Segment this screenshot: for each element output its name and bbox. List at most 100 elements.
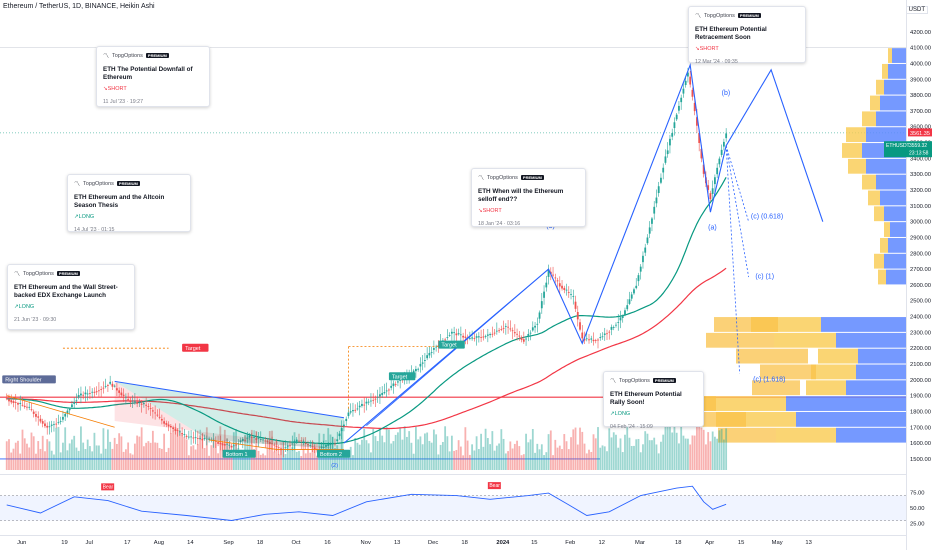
volume-bar xyxy=(280,447,282,470)
candle-body xyxy=(644,247,647,253)
volume-bar xyxy=(475,436,478,470)
volume-bar xyxy=(356,442,359,470)
volume-bar xyxy=(10,452,13,470)
volume-bar xyxy=(462,455,465,470)
long-arrow-icon: ↗ xyxy=(610,411,615,417)
volume-bar xyxy=(673,420,676,470)
volume-bar xyxy=(266,439,269,470)
candle-body xyxy=(320,446,323,449)
volume-bar xyxy=(561,449,563,470)
candle-body xyxy=(390,385,393,388)
volume-bar xyxy=(628,437,631,470)
volume-bar xyxy=(302,437,305,470)
x-tick-label: May xyxy=(772,540,783,546)
bear-tag-box xyxy=(101,483,115,491)
oscillator-tick: 25.00 xyxy=(910,522,925,528)
volume-bar xyxy=(592,434,595,470)
volume-bar xyxy=(241,451,244,470)
volume-bar xyxy=(14,442,17,470)
idea-card[interactable]: 〽 TopgOptions PREMIUM ETH Ethereum and the… xyxy=(67,174,191,233)
volume-bar xyxy=(684,438,687,470)
pattern-tag-box xyxy=(182,343,209,352)
volume-bar xyxy=(390,443,393,470)
candle-body xyxy=(104,385,107,387)
candle-body xyxy=(716,167,719,175)
volume-profile-bar xyxy=(786,396,906,411)
volume-bar xyxy=(428,440,431,470)
candle-body xyxy=(84,392,87,395)
volume-bar xyxy=(165,452,168,470)
currency-label[interactable]: USDT xyxy=(905,6,928,14)
candle-body xyxy=(68,408,71,411)
premium-badge: PREMIUM xyxy=(652,378,676,383)
candle-body xyxy=(594,340,597,341)
volume-profile-bar xyxy=(876,174,906,190)
candle-body xyxy=(284,447,287,449)
candle-body xyxy=(21,404,24,406)
elliott-wave-line xyxy=(343,62,824,444)
candle-body xyxy=(232,445,235,447)
candle-body xyxy=(662,167,665,173)
idea-card[interactable]: 〽 TopgOptions PREMIUM ETH Ethereum Potenti… xyxy=(688,6,806,65)
candle-body xyxy=(174,428,177,431)
candle-body xyxy=(547,269,550,277)
trendline xyxy=(6,395,115,428)
volume-bar xyxy=(50,450,53,470)
volume-bar xyxy=(696,416,698,470)
volume-bar xyxy=(457,440,460,470)
volume-bar xyxy=(151,430,154,470)
pattern-tag-box xyxy=(388,372,416,381)
x-tick-label: Jun xyxy=(17,540,26,546)
tradingview-icon: 〽 xyxy=(478,176,485,182)
candle-body xyxy=(392,383,395,387)
volume-bar xyxy=(504,453,507,470)
volume-bar xyxy=(349,446,352,470)
x-tick-label: 19 xyxy=(61,540,67,546)
candle-body xyxy=(102,387,105,389)
y-tick-label: 4000.00 xyxy=(910,61,931,67)
volume-bar xyxy=(298,451,300,470)
candle-body xyxy=(111,383,114,387)
candle-body xyxy=(430,352,433,353)
idea-card[interactable]: 〽 TopgOptions PREMIUM ETH Ethereum and the… xyxy=(7,264,135,330)
candle-body xyxy=(228,444,231,446)
candle-body xyxy=(419,363,422,367)
candle-body xyxy=(725,133,728,139)
candle-body xyxy=(163,421,166,424)
volume-bar xyxy=(304,453,307,470)
candle-body xyxy=(612,327,615,328)
candle-body xyxy=(19,402,22,404)
volume-bar xyxy=(199,435,201,470)
volume-bar xyxy=(82,442,85,470)
volume-bar xyxy=(675,432,678,470)
idea-author: TopgOptions xyxy=(704,12,735,19)
candle-body xyxy=(86,393,89,395)
volume-bar xyxy=(574,427,577,470)
candle-body xyxy=(113,385,116,387)
volume-bar xyxy=(385,426,388,470)
candle-body xyxy=(291,443,294,445)
volume-bar xyxy=(444,426,447,470)
candle-body xyxy=(44,423,46,427)
candle-body xyxy=(268,442,271,444)
volume-profile-bar xyxy=(846,380,906,396)
candle-body xyxy=(289,445,291,447)
y-tick-label: 3800.00 xyxy=(910,93,931,99)
volume-bar xyxy=(5,441,8,470)
candle-body xyxy=(295,439,298,442)
idea-card[interactable]: 〽 TopgOptions PREMIUM ETH The Potential Do… xyxy=(96,46,210,107)
volume-bar xyxy=(552,455,554,470)
idea-card[interactable]: 〽 TopgOptions PREMIUM ETH Ethereum Potenti… xyxy=(603,371,704,430)
volume-profile-bar xyxy=(866,127,906,143)
volume-bar xyxy=(239,455,242,470)
pattern-fill xyxy=(114,381,344,450)
volume-profile-bar xyxy=(880,95,906,111)
candle-body xyxy=(529,332,532,334)
candle-body xyxy=(185,435,188,437)
candle-body xyxy=(646,237,649,244)
candle-body xyxy=(196,438,199,439)
y-tick-label: 4200.00 xyxy=(910,30,931,36)
volume-profile-bar xyxy=(886,269,906,285)
idea-card[interactable]: 〽 TopgOptions PREMIUM ETH When will the Et… xyxy=(471,168,586,227)
volume-bar xyxy=(142,446,145,470)
